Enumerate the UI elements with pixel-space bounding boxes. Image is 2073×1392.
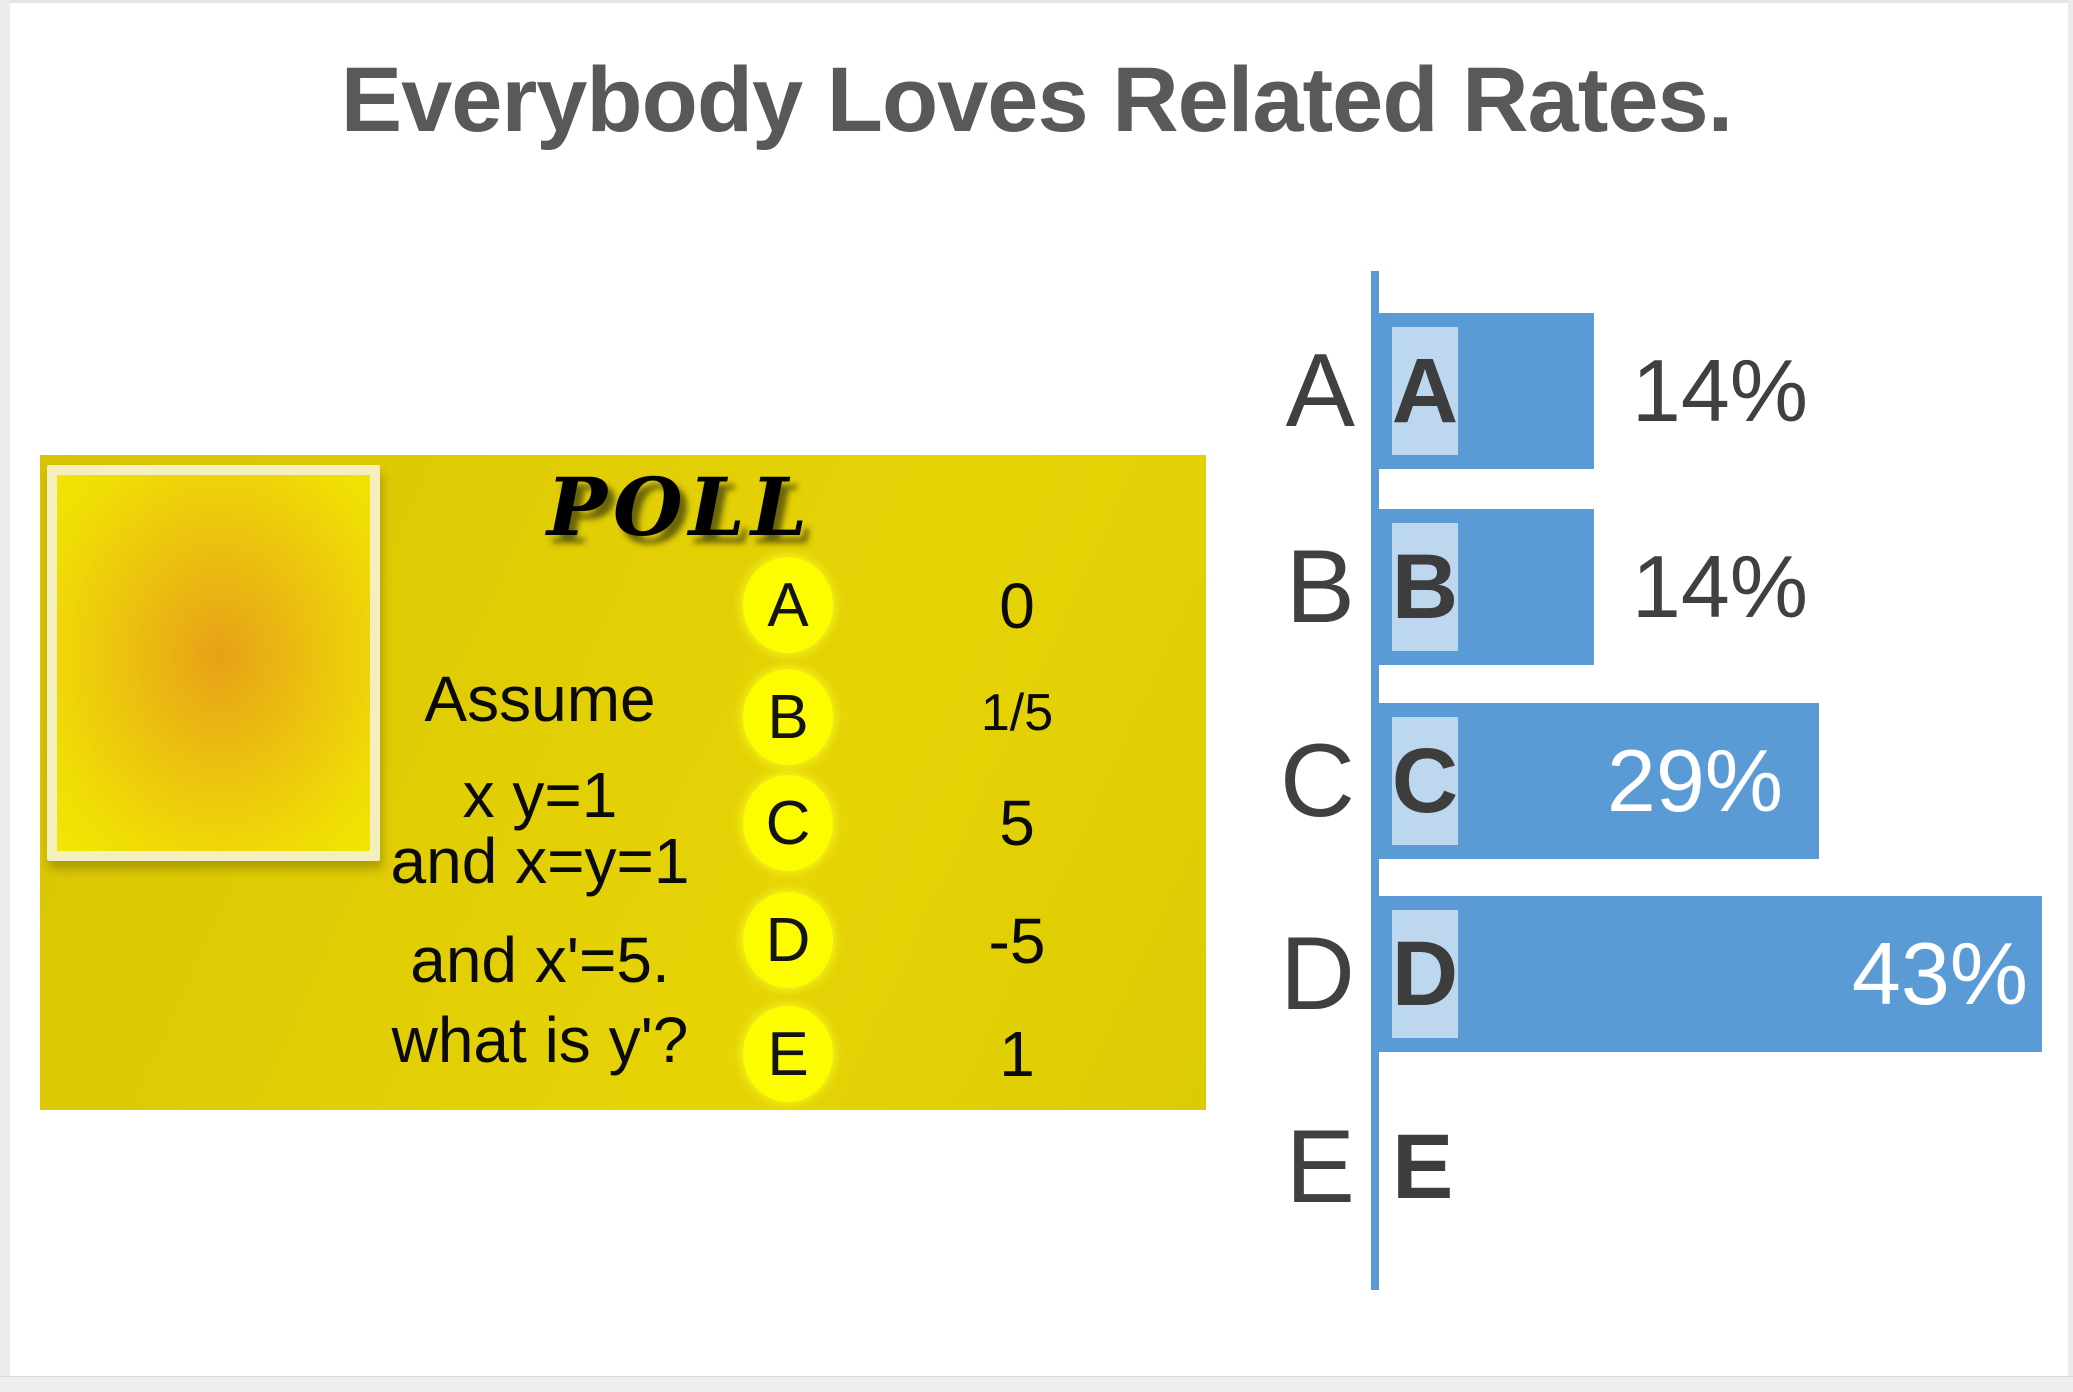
category-label-e: E <box>1285 1108 1355 1225</box>
option-value-e: 1 <box>999 1018 1035 1090</box>
poll-panel: POLL Assume x y=1 and x=y=1 and x'=5. wh… <box>40 455 1206 1110</box>
option-circle-c: C <box>743 775 833 871</box>
option-circle-a: A <box>743 557 833 653</box>
option-value-b: 1/5 <box>980 684 1054 742</box>
percent-label-a: 14% <box>1631 341 1809 440</box>
bar-inner-letter-d: D <box>1392 910 1458 1038</box>
sticky-note <box>47 465 380 861</box>
category-label-c: C <box>1279 722 1355 839</box>
bar-d <box>1379 896 2042 1052</box>
option-circle-e: E <box>743 1006 833 1102</box>
option-circle-b: B <box>743 669 833 765</box>
category-label-d: D <box>1279 915 1355 1032</box>
bar-inner-letter-a: A <box>1392 327 1458 455</box>
category-label-a: A <box>1285 332 1355 449</box>
option-circle-d: D <box>743 892 833 988</box>
question-line: what is y'? <box>391 1004 689 1076</box>
percent-label-c: 29% <box>1606 731 1784 830</box>
percent-label-d: 43% <box>1851 924 2029 1023</box>
slide-title: Everybody Loves Related Rates. <box>340 49 1733 151</box>
page-top-border <box>0 0 2073 3</box>
page-right-border <box>2068 0 2073 1392</box>
option-value-c: 5 <box>999 787 1035 859</box>
option-value-d: -5 <box>988 905 1046 977</box>
option-value-a: 0 <box>999 570 1035 642</box>
question-line: x y=1 <box>462 759 618 831</box>
question-line: and x'=5. <box>410 924 670 996</box>
page-bottom-border <box>0 1376 2073 1392</box>
bar-inner-letter-e: E <box>1392 1115 1454 1218</box>
bar-inner-letter-c: C <box>1392 717 1458 845</box>
poll-heading: POLL <box>546 460 814 554</box>
question-line: and x=y=1 <box>390 825 690 897</box>
category-label-b: B <box>1285 528 1355 645</box>
bar-inner-letter-b: B <box>1392 523 1458 651</box>
chart-axis-line <box>1371 271 1379 1290</box>
page-left-border <box>0 0 10 1392</box>
question-line: Assume <box>424 663 656 735</box>
percent-label-b: 14% <box>1631 537 1809 636</box>
